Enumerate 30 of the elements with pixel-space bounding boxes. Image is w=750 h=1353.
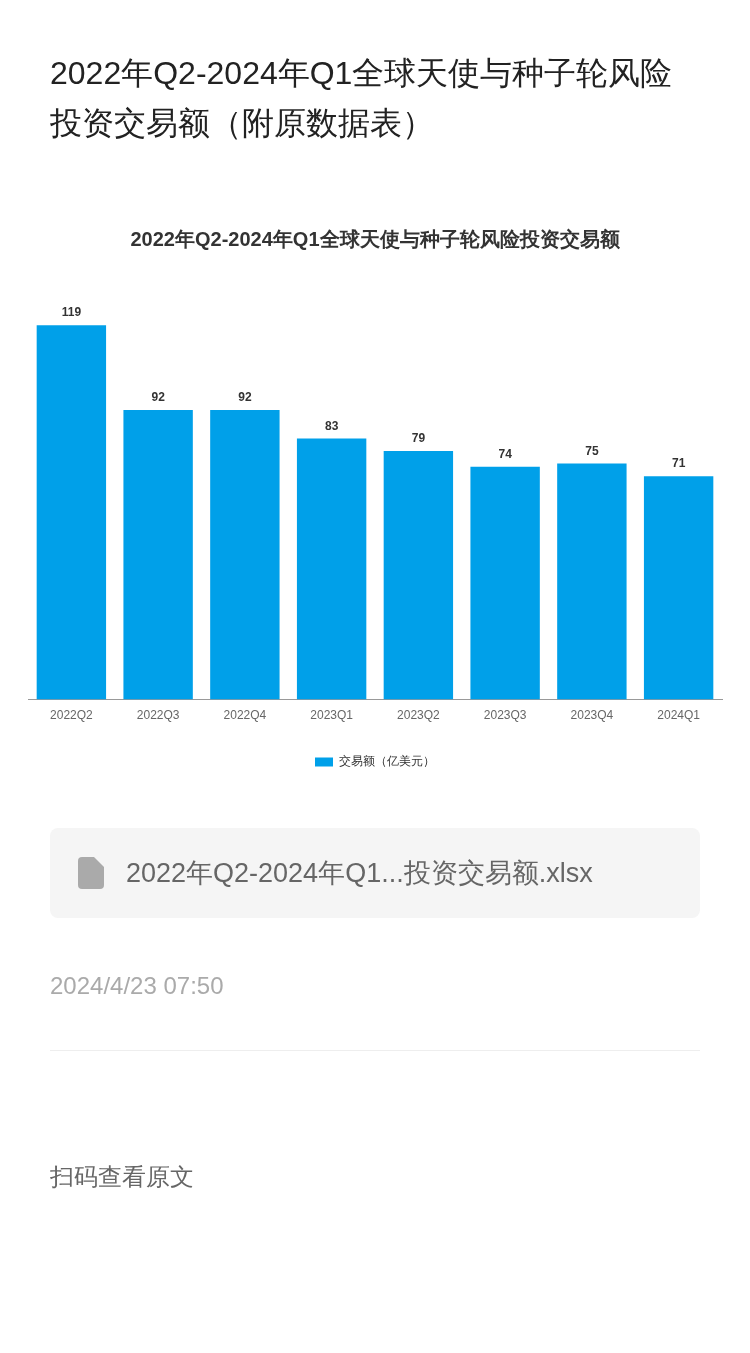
bar xyxy=(470,466,540,700)
data-label: 71 xyxy=(671,456,686,471)
x-tick-label: 2023Q3 xyxy=(483,708,527,723)
data-label: 92 xyxy=(238,390,252,405)
x-tick-label: 2022Q2 xyxy=(50,708,94,723)
bar xyxy=(383,451,454,700)
chart-subtitle: 2022年Q2-2024年Q1全球天使与种子轮风险投资交易额 xyxy=(130,227,621,250)
x-tick-label: 2023Q4 xyxy=(570,708,614,723)
data-label: 119 xyxy=(61,305,82,320)
x-tick-label: 2022Q3 xyxy=(136,708,180,723)
x-tick-label: 2023Q2 xyxy=(397,708,441,723)
bar xyxy=(643,476,714,700)
x-tick-label: 2024Q1 xyxy=(657,708,701,723)
data-label: 79 xyxy=(411,431,426,446)
x-tick-label: 2023Q1 xyxy=(310,708,354,723)
data-label: 75 xyxy=(585,443,599,458)
bar xyxy=(557,463,627,700)
text: 扫码查看原文 xyxy=(50,1162,195,1192)
x-tick-label: 2022Q4 xyxy=(223,708,267,723)
bar xyxy=(210,410,280,700)
chart-title: 2022年Q2-2024年Q1全球天使与种子轮风险投资交易额（附原数据表） xyxy=(49,54,674,143)
data-label: 83 xyxy=(324,418,339,433)
bar xyxy=(123,410,193,700)
data-label: 92 xyxy=(151,390,166,405)
data-label: 74 xyxy=(498,447,513,462)
bar xyxy=(296,438,367,700)
legend-label: 交易额（亿美元） xyxy=(339,754,435,769)
bar xyxy=(36,325,107,700)
text: 2024/4/23 07:50 xyxy=(50,972,225,1000)
text: 2022年Q2-2024年Q1...投资交易额.xlsx xyxy=(126,857,593,890)
